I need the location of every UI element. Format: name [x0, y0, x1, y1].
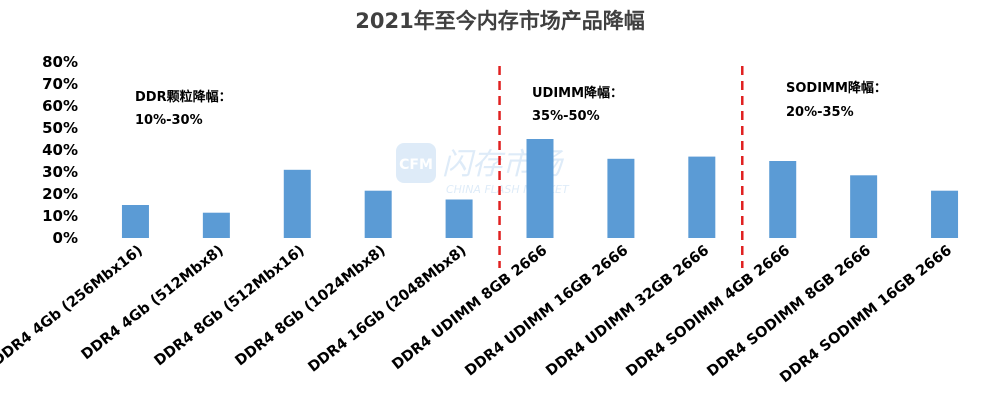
- y-tick-label: 80%: [42, 53, 78, 71]
- x-tick-label: DDR4 8Gb (512Mbx16): [152, 243, 308, 370]
- y-tick-label: 40%: [42, 141, 78, 159]
- x-tick-label: DDR4 4Gb (512Mbx8): [79, 243, 227, 364]
- annotation-udimm-label: UDIMM降幅：: [532, 85, 623, 101]
- bar: [850, 175, 878, 238]
- y-tick-label: 50%: [42, 119, 78, 137]
- x-tick-label: DDR4 SODIMM 8GB 2666: [704, 243, 874, 381]
- bar: [607, 158, 635, 238]
- bar: [526, 139, 554, 238]
- bar: [202, 212, 230, 238]
- y-tick-label: 10%: [42, 207, 78, 225]
- annotation-ddr-chip-range: 10%-30%: [135, 113, 203, 128]
- x-tick-label: DDR4 UDIMM 32GB 2666: [543, 243, 712, 380]
- x-tick-label: DDR4 4Gb (256Mbx16): [0, 243, 146, 370]
- watermark-logo-text: CFM: [399, 157, 433, 173]
- bar: [769, 161, 797, 238]
- chart-title: 2021年至今内存市场产品降幅: [355, 9, 644, 33]
- x-tick-label: DDR4 8Gb (1024Mbx8): [232, 243, 388, 370]
- annotation-sodimm-range: 20%-35%: [786, 105, 854, 120]
- y-tick-label: 0%: [53, 229, 78, 247]
- y-tick-label: 20%: [42, 185, 78, 203]
- bar: [445, 199, 473, 238]
- x-tick-label: DDR4 SODIMM 4GB 2666: [623, 243, 793, 381]
- annotation-sodimm-label: SODIMM降幅：: [786, 80, 887, 96]
- y-tick-label: 70%: [42, 75, 78, 93]
- watermark-logo-box: [396, 143, 436, 183]
- x-tick-label: DDR4 UDIMM 8GB 2666: [389, 243, 550, 374]
- bar: [364, 190, 392, 238]
- bar: [688, 156, 716, 238]
- bar: [283, 169, 311, 238]
- x-tick-label: DDR4 16Gb (2048Mbx8): [305, 243, 469, 376]
- annotation-ddr-chip-label: DDR颗粒降幅：: [135, 89, 232, 105]
- x-tick-label: DDR4 SODIMM 16GB 2666: [777, 243, 955, 387]
- y-tick-label: 30%: [42, 163, 78, 181]
- bar: [931, 190, 959, 238]
- annotation-udimm-range: 35%-50%: [532, 109, 600, 124]
- bar: [121, 205, 149, 238]
- y-tick-label: 60%: [42, 97, 78, 115]
- x-tick-label: DDR4 UDIMM 16GB 2666: [462, 243, 631, 380]
